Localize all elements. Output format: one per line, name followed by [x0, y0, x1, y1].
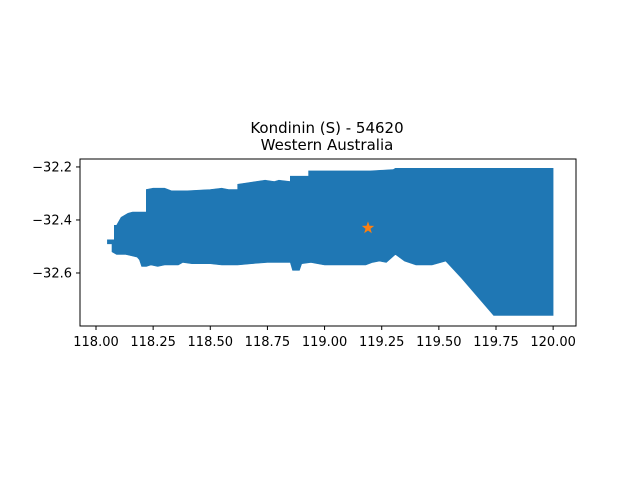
x-tick-label: 118.75 — [245, 335, 291, 350]
location-marker-star-icon — [361, 221, 375, 234]
x-tick-label: 118.50 — [188, 335, 234, 350]
map-area — [107, 168, 554, 316]
x-tick-label: 119.25 — [359, 335, 405, 350]
y-tick-label: −32.4 — [32, 213, 72, 228]
x-tick-label: 119.00 — [302, 335, 348, 350]
x-axis: 118.00 118.25 118.50 118.75 119.00 119.25 119.… — [73, 326, 576, 350]
chart-subtitle: Western Australia — [261, 136, 394, 154]
x-tick-label: 118.00 — [73, 335, 119, 350]
chart-title: Kondinin (S) - 54620 — [250, 119, 403, 137]
x-tick-label: 120.00 — [530, 335, 576, 350]
marker-layer — [361, 221, 375, 234]
y-tick-label: −32.6 — [32, 266, 72, 281]
y-axis: −32.2 −32.4 −32.6 — [32, 160, 80, 281]
y-tick-label: −32.2 — [32, 160, 72, 175]
axes-frame — [79, 158, 577, 327]
x-tick-label: 119.75 — [473, 335, 519, 350]
x-tick-label: 119.50 — [416, 335, 462, 350]
x-tick-label: 118.25 — [130, 335, 176, 350]
region-polygon — [107, 168, 554, 316]
